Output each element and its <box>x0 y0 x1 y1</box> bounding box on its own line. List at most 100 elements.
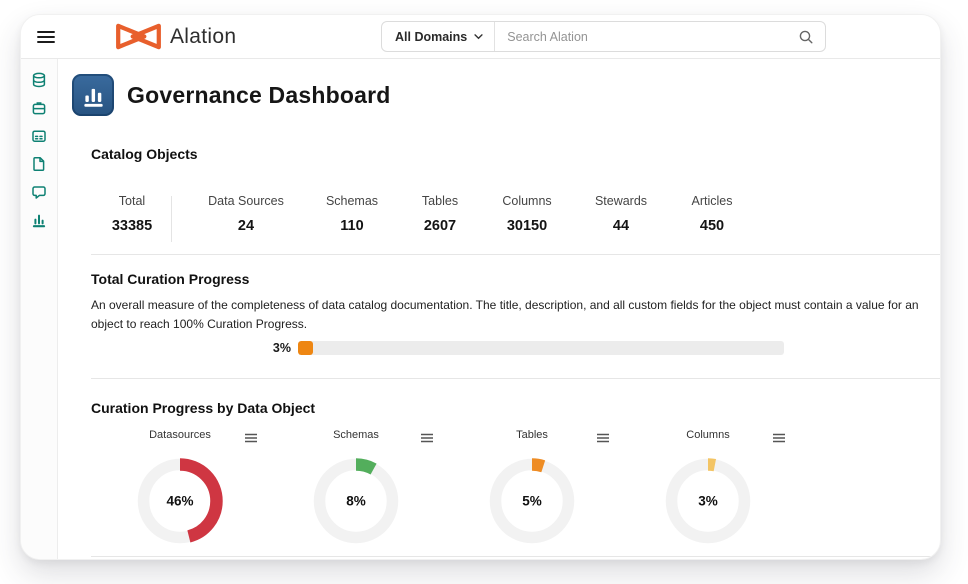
chevron-down-icon <box>474 33 483 39</box>
chart-context-menu-button[interactable] <box>242 429 260 448</box>
chart-menu-icon <box>245 433 257 443</box>
dashboard-app-icon <box>72 74 114 116</box>
catalog-objects-heading: Catalog Objects <box>91 146 198 162</box>
donut-svg <box>313 458 399 544</box>
main-content: Governance Dashboard Catalog Objects Tot… <box>58 59 940 559</box>
stat-value: 44 <box>612 218 630 234</box>
curation-by-object-heading: Curation Progress by Data Object <box>91 400 316 417</box>
donut-panel-schemas: Schemas 8% <box>268 429 444 549</box>
donut-chart: 5% <box>484 453 580 549</box>
stat-label: Tables <box>421 194 459 208</box>
section-divider <box>91 254 940 255</box>
hamburger-icon <box>37 30 55 43</box>
conversation-icon <box>32 185 46 199</box>
search-button[interactable] <box>794 29 825 45</box>
donut-title: Tables <box>516 429 548 442</box>
donut-chart-row: Datasources 46 <box>92 429 940 549</box>
sidebar-item-analytics[interactable] <box>27 208 51 231</box>
stat-schemas: Schemas 110 <box>326 194 378 234</box>
search-bar: All Domains <box>381 21 826 52</box>
window-body: Governance Dashboard Catalog Objects Tot… <box>21 59 940 559</box>
donut-panel-tables: Tables 5% <box>444 429 620 549</box>
curation-progress-description: An overall measure of the completeness o… <box>91 298 919 331</box>
chart-context-menu-button[interactable] <box>770 429 788 448</box>
donut-title: Columns <box>686 429 730 442</box>
search-input[interactable] <box>495 22 794 51</box>
donut-percent-label: 5% <box>522 493 542 509</box>
stat-value: 110 <box>340 218 364 234</box>
donut-track <box>489 458 575 544</box>
data-source-icon <box>32 101 46 114</box>
stat-value: 33385 <box>111 218 153 234</box>
progress-fill <box>298 341 313 356</box>
donut-percent-label: 8% <box>346 493 366 509</box>
table-card-icon <box>32 129 46 142</box>
donut-panel-datasources: Datasources 46 <box>92 429 268 549</box>
domain-filter-label: All Domains <box>395 29 468 44</box>
chart-menu-icon <box>773 433 785 443</box>
database-icon <box>32 72 46 87</box>
stats-divider <box>171 196 172 242</box>
page-title: Governance Dashboard <box>127 81 391 108</box>
menu-icon[interactable] <box>33 26 59 48</box>
logo-text: Alation <box>170 24 237 48</box>
donut-title: Datasources <box>149 429 211 442</box>
stat-stewards: Stewards 44 <box>595 194 647 234</box>
sidebar <box>21 59 58 559</box>
stat-articles: Articles 450 <box>692 194 733 234</box>
domain-filter-dropdown[interactable]: All Domains <box>382 22 496 51</box>
donut-percent-label: 3% <box>698 493 718 509</box>
stat-label: Stewards <box>594 194 648 208</box>
donut-arc <box>313 458 399 544</box>
sidebar-item-documents[interactable] <box>27 152 51 175</box>
donut-panel-columns: Columns 3% <box>620 429 796 549</box>
donut-chart: 3% <box>660 453 756 549</box>
document-icon <box>33 156 45 171</box>
chart-context-menu-button[interactable] <box>418 429 436 448</box>
search-icon <box>799 30 813 43</box>
stat-label: Articles <box>691 194 733 208</box>
stat-label: Total <box>118 194 146 208</box>
bar-chart-icon <box>83 88 103 107</box>
donut-svg <box>489 458 575 544</box>
sidebar-item-sources[interactable] <box>27 96 51 119</box>
stat-label: Columns <box>502 194 552 208</box>
donut-svg <box>665 458 751 544</box>
stat-value: 2607 <box>423 218 457 234</box>
stat-total: Total 33385 <box>112 194 152 234</box>
progress-track <box>298 341 784 356</box>
stat-value: 24 <box>237 218 255 234</box>
alation-logo[interactable]: Alation <box>115 22 236 51</box>
curation-progress-bar-row: 3% <box>261 341 940 356</box>
page-header: Governance Dashboard <box>72 74 940 116</box>
top-bar: Alation All Domains <box>21 15 940 59</box>
section-divider <box>91 556 940 558</box>
stat-value: 450 <box>699 218 725 234</box>
stat-tables: Tables 2607 <box>422 194 458 234</box>
alation-bowtie-icon <box>116 23 161 50</box>
donut-title: Schemas <box>333 429 379 442</box>
donut-arc <box>137 458 223 544</box>
dashboard-content: Catalog Objects Total 33385 Data Sources… <box>91 146 940 558</box>
donut-percent-label: 46% <box>166 493 194 509</box>
sidebar-item-data[interactable] <box>27 68 51 91</box>
chart-menu-icon <box>421 433 433 443</box>
catalog-objects-stats: Total 33385 Data Sources 24 Schemas 110 <box>91 194 940 244</box>
sidebar-item-conversations[interactable] <box>27 180 51 203</box>
stat-label: Data Sources <box>208 194 284 208</box>
stat-value: 30150 <box>506 218 548 234</box>
sidebar-item-tables[interactable] <box>27 124 51 147</box>
donut-chart: 8% <box>308 453 404 549</box>
app-window: Alation All Domains <box>20 14 941 560</box>
chart-context-menu-button[interactable] <box>594 429 612 448</box>
stat-label: Schemas <box>325 194 379 208</box>
donut-arc <box>665 458 751 544</box>
section-divider <box>91 378 940 380</box>
donut-svg <box>137 458 223 544</box>
stat-columns: Columns 30150 <box>502 194 551 234</box>
progress-percent-label: 3% <box>272 341 291 356</box>
chart-menu-icon <box>597 433 609 443</box>
analytics-icon <box>32 214 46 227</box>
donut-chart: 46% <box>132 453 228 549</box>
